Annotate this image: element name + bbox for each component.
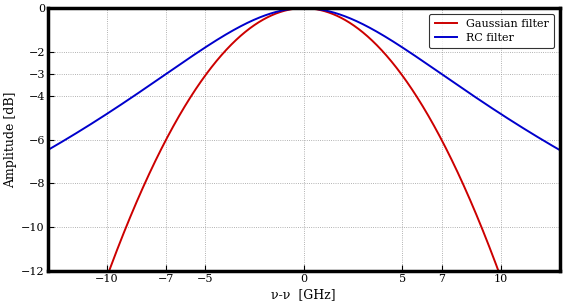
Gaussian filter	[300, 6, 307, 10]
Gaussian filter	[491, 259, 498, 263]
RC filter	[491, 108, 498, 112]
Gaussian filter	[263, 16, 270, 20]
RC filter	[241, 23, 248, 26]
RC filter	[557, 148, 563, 152]
Gaussian filter	[241, 31, 248, 35]
RC filter	[103, 113, 109, 116]
Line: RC filter: RC filter	[48, 8, 560, 150]
Gaussian filter	[103, 277, 109, 281]
Line: Gaussian filter: Gaussian filter	[48, 8, 560, 305]
Gaussian filter	[133, 200, 140, 204]
RC filter	[133, 92, 140, 96]
Y-axis label: Amplitude [dB]: Amplitude [dB]	[4, 91, 17, 188]
Legend: Gaussian filter, RC filter: Gaussian filter, RC filter	[429, 14, 554, 48]
RC filter	[263, 13, 270, 17]
X-axis label: ν-ν  [GHz]: ν-ν [GHz]	[271, 288, 336, 301]
RC filter	[45, 148, 51, 152]
RC filter	[300, 6, 307, 10]
RC filter	[547, 142, 553, 146]
